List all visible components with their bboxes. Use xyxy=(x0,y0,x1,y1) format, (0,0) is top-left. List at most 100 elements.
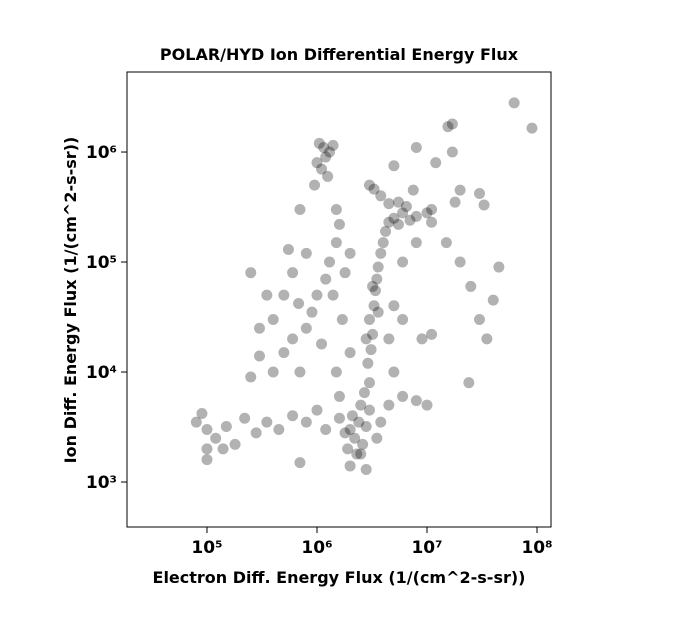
point xyxy=(349,432,361,444)
point xyxy=(320,151,332,163)
point xyxy=(410,395,422,407)
plot-frame xyxy=(126,71,552,528)
point xyxy=(362,357,374,369)
point xyxy=(320,424,332,436)
point xyxy=(330,237,342,249)
point xyxy=(330,366,342,378)
point xyxy=(410,210,422,222)
point xyxy=(363,314,375,326)
point xyxy=(351,448,363,460)
point xyxy=(426,328,438,340)
point xyxy=(454,184,466,196)
point xyxy=(344,460,356,472)
point xyxy=(229,438,241,450)
point xyxy=(481,333,493,345)
point xyxy=(293,297,305,309)
point xyxy=(318,141,330,153)
point xyxy=(407,184,419,196)
point xyxy=(446,146,458,158)
point xyxy=(372,306,384,318)
point xyxy=(344,247,356,259)
point xyxy=(367,328,379,340)
point xyxy=(309,179,321,191)
point xyxy=(306,306,318,318)
point xyxy=(311,157,323,169)
point xyxy=(426,216,438,228)
point xyxy=(294,457,306,469)
point xyxy=(322,170,334,182)
point xyxy=(446,118,458,130)
point xyxy=(336,314,348,326)
point xyxy=(287,410,299,422)
point xyxy=(324,256,336,268)
point xyxy=(311,404,323,416)
y-tick-label: 10⁶ xyxy=(86,143,117,163)
point xyxy=(267,314,279,326)
point xyxy=(508,97,520,109)
point xyxy=(210,432,222,444)
point xyxy=(327,139,339,151)
point xyxy=(372,261,384,273)
point xyxy=(388,160,400,172)
point xyxy=(397,314,409,326)
point xyxy=(397,390,409,402)
point xyxy=(383,216,395,228)
x-tick-label: 10⁷ xyxy=(411,538,442,558)
point xyxy=(196,407,208,419)
point xyxy=(333,412,345,424)
point xyxy=(333,390,345,402)
point xyxy=(267,366,279,378)
point xyxy=(327,289,339,301)
point xyxy=(201,454,213,466)
point xyxy=(344,347,356,359)
point xyxy=(416,333,428,345)
chart-title: POLAR/HYD Ion Differential Energy Flux xyxy=(160,45,519,64)
point xyxy=(397,256,409,268)
point xyxy=(245,371,257,383)
point xyxy=(320,273,332,285)
point xyxy=(300,416,312,428)
point xyxy=(426,204,438,216)
point xyxy=(371,273,383,285)
point xyxy=(300,322,312,334)
point xyxy=(442,121,454,133)
point xyxy=(388,366,400,378)
point xyxy=(410,237,422,249)
point xyxy=(287,333,299,345)
point xyxy=(360,333,372,345)
point xyxy=(421,207,433,219)
point xyxy=(344,424,356,436)
point xyxy=(363,404,375,416)
y-axis-label: Ion Diff. Energy Flux (1/(cm^2-s-sr)) xyxy=(61,137,80,464)
point xyxy=(278,347,290,359)
point xyxy=(358,387,370,399)
point xyxy=(313,137,325,149)
point xyxy=(493,261,505,273)
point xyxy=(253,322,265,334)
point xyxy=(421,399,433,411)
point xyxy=(392,218,404,230)
point xyxy=(383,333,395,345)
point xyxy=(487,294,499,306)
point xyxy=(294,204,306,216)
point xyxy=(201,443,213,455)
point xyxy=(278,289,290,301)
point xyxy=(311,289,323,301)
point xyxy=(449,196,461,208)
point xyxy=(377,237,389,249)
point xyxy=(404,214,416,226)
point xyxy=(357,438,369,450)
point xyxy=(261,289,273,301)
point xyxy=(294,366,306,378)
point xyxy=(367,280,379,292)
point xyxy=(368,183,380,195)
point xyxy=(365,344,377,356)
x-tick-label: 10⁶ xyxy=(301,538,332,558)
point xyxy=(369,285,381,297)
point xyxy=(324,146,336,158)
point xyxy=(245,267,257,279)
point xyxy=(330,204,342,216)
y-tick-label: 10³ xyxy=(86,473,117,493)
point xyxy=(478,199,490,211)
